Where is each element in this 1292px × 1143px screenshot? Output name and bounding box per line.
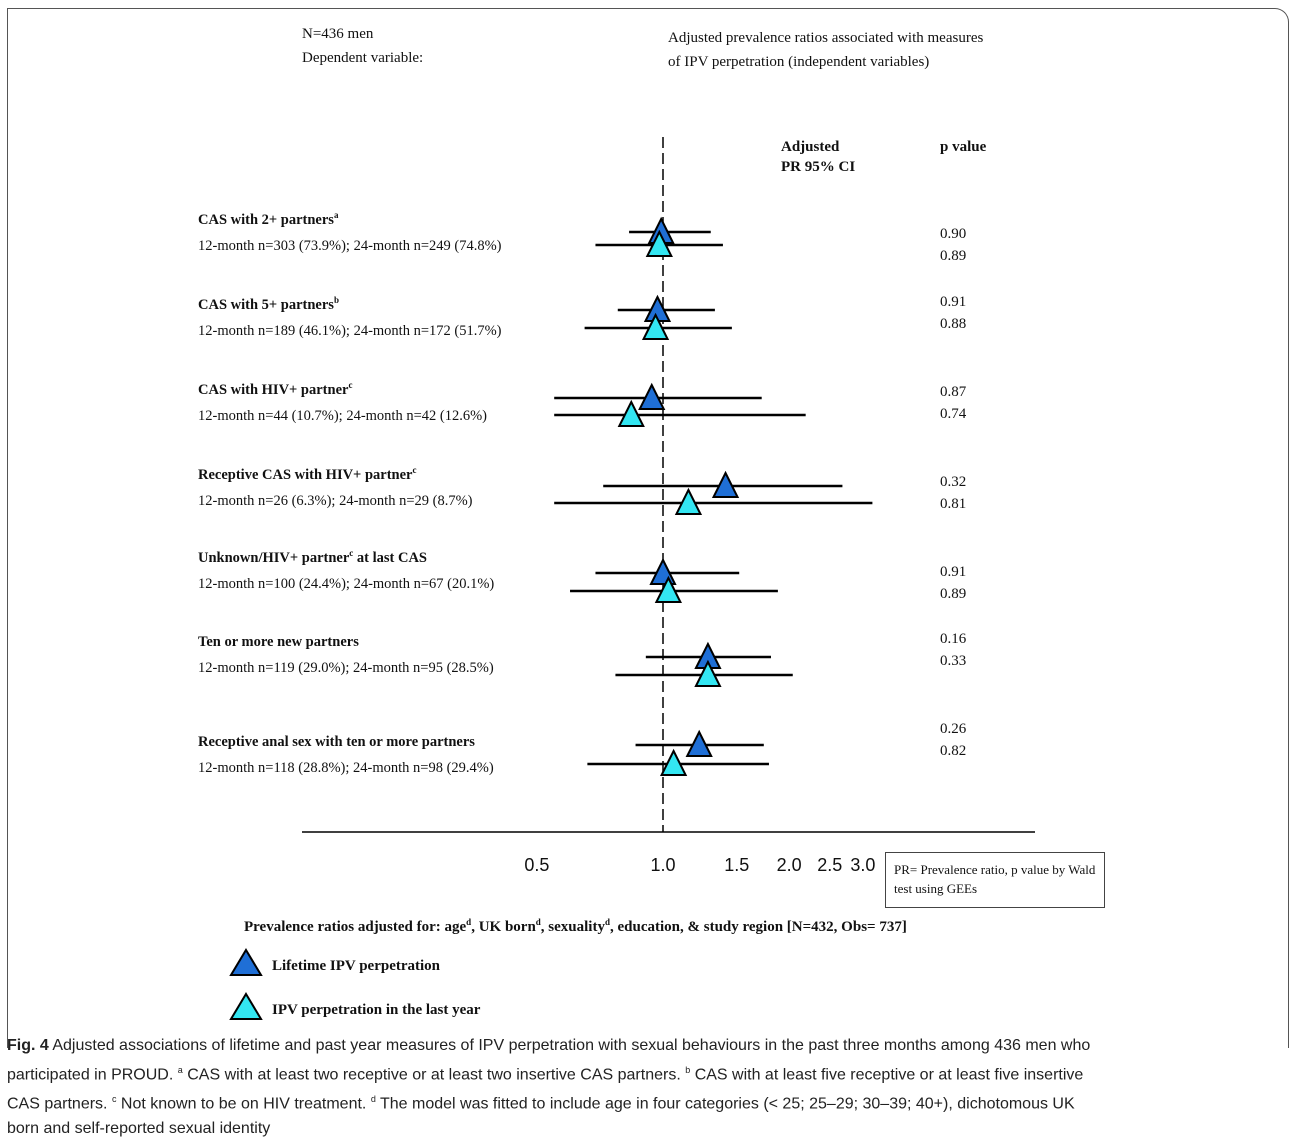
- legend-last-year-icon: [229, 992, 263, 1020]
- row-subtitle: 12-month n=189 (46.1%); 24-month n=172 (…: [198, 323, 502, 339]
- p-value-lifetime: 0.87: [940, 384, 967, 400]
- estimate-marker-last-year: [641, 312, 670, 340]
- row-title: CAS with 2+ partnersa: [198, 210, 339, 228]
- legend-lifetime-icon: [229, 948, 263, 976]
- p-value-last-year: 0.89: [940, 248, 967, 264]
- estimate-marker-last-year: [645, 229, 673, 257]
- row-title: Receptive CAS with HIV+ partnerc: [198, 465, 417, 483]
- x-tick-label: 1.0: [650, 855, 675, 875]
- p-value-lifetime: 0.91: [940, 294, 967, 310]
- row-title: CAS with 5+ partnersb: [198, 295, 339, 313]
- estimate-marker-lifetime: [638, 382, 666, 410]
- x-tick-label: 0.5: [524, 855, 549, 875]
- row-subtitle: 12-month n=118 (28.8%); 24-month n=98 (2…: [198, 760, 494, 776]
- p-value-last-year: 0.89: [940, 586, 967, 602]
- estimate-marker-last-year: [617, 399, 645, 427]
- p-value-last-year: 0.88: [940, 316, 967, 332]
- estimate-marker-last-year: [694, 659, 722, 687]
- row-subtitle: 12-month n=100 (24.4%); 24-month n=67 (2…: [198, 576, 495, 592]
- adjusted-for-text: Prevalence ratios adjusted for: aged, UK…: [244, 917, 907, 935]
- column-header-p-value: p value: [940, 139, 987, 155]
- p-value-last-year: 0.82: [940, 743, 967, 759]
- p-value-last-year: 0.74: [940, 406, 967, 422]
- row-title: Receptive anal sex with ten or more part…: [198, 733, 475, 750]
- row-subtitle: 12-month n=44 (10.7%); 24-month n=42 (12…: [198, 408, 488, 424]
- row-subtitle: 12-month n=119 (29.0%); 24-month n=95 (2…: [198, 660, 494, 676]
- chart-title-line2: of IPV perpetration (independent variabl…: [668, 54, 930, 70]
- estimate-marker-last-year: [674, 487, 703, 515]
- legend-last-year-label: IPV perpetration in the last year: [272, 1002, 481, 1018]
- x-tick-label: 3.0: [850, 855, 875, 875]
- figure-number: Fig. 4: [7, 1037, 49, 1054]
- x-tick-label: 2.0: [777, 855, 802, 875]
- row-subtitle: 12-month n=26 (6.3%); 24-month n=29 (8.7…: [198, 493, 473, 509]
- p-value-last-year: 0.81: [940, 496, 967, 512]
- p-value-lifetime: 0.90: [940, 226, 967, 242]
- estimate-marker-lifetime: [685, 729, 713, 757]
- row-title: Unknown/HIV+ partnerc at last CAS: [198, 548, 427, 566]
- sample-size-label: N=436 men: [302, 26, 374, 42]
- row-title: Ten or more new partners: [198, 633, 359, 650]
- x-tick-label: 2.5: [817, 855, 842, 875]
- column-header-pr-line1: Adjusted: [781, 139, 840, 155]
- p-value-lifetime: 0.26: [940, 721, 967, 737]
- estimate-marker-last-year: [659, 748, 688, 776]
- row-subtitle: 12-month n=303 (73.9%); 24-month n=249 (…: [198, 238, 502, 254]
- p-value-last-year: 0.33: [940, 653, 967, 669]
- p-value-lifetime: 0.91: [940, 564, 967, 580]
- legend-lifetime-label: Lifetime IPV perpetration: [272, 958, 441, 974]
- p-value-lifetime: 0.32: [940, 474, 967, 490]
- forest-plot: 0.5 1.0 1.5 2.0 2.5 3.0: [302, 137, 1035, 875]
- figure-caption: Fig. 4 Adjusted associations of lifetime…: [7, 1037, 1091, 1137]
- chart-title-line1: Adjusted prevalence ratios associated wi…: [668, 30, 984, 46]
- note-box: PR= Prevalence ratio, p value by Wald te…: [885, 852, 1105, 908]
- p-value-lifetime: 0.16: [940, 631, 967, 647]
- estimate-marker-last-year: [654, 575, 682, 603]
- x-tick-label: 1.5: [724, 855, 749, 875]
- dependent-variable-label: Dependent variable:: [302, 50, 424, 66]
- row-title: CAS with HIV+ partnerc: [198, 380, 353, 398]
- estimate-marker-lifetime: [711, 470, 740, 498]
- figure-frame: [7, 8, 1289, 1048]
- column-header-pr-line2: PR 95% CI: [781, 159, 856, 175]
